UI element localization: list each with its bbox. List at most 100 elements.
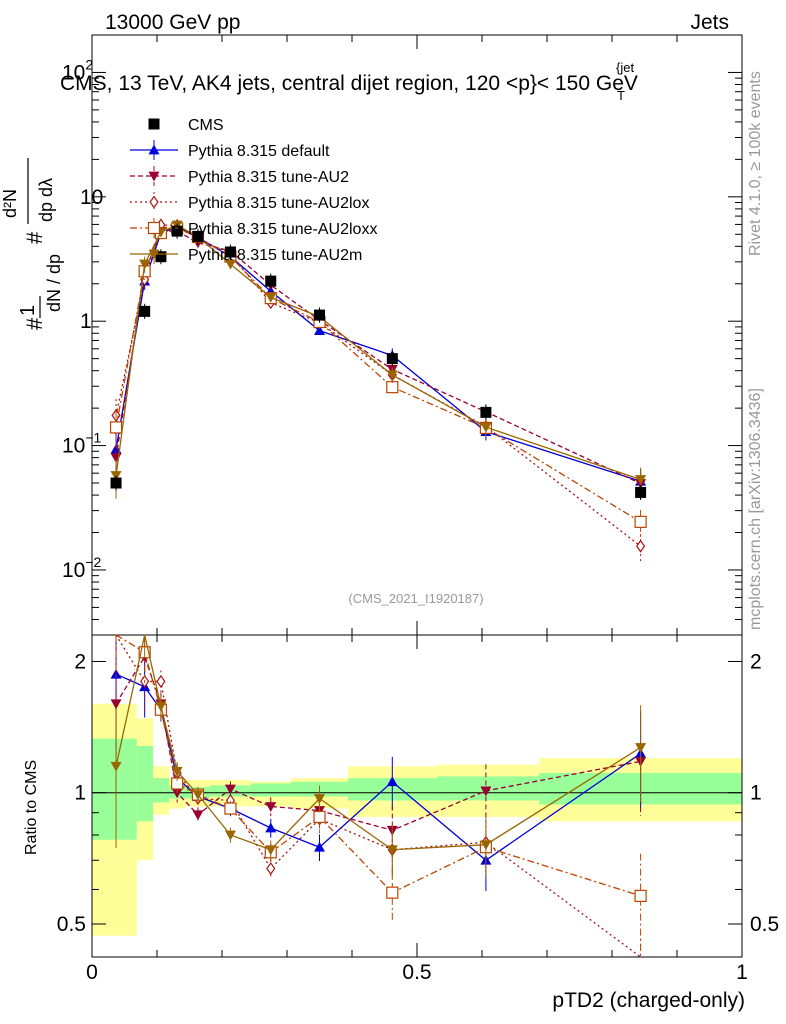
series-marker (265, 822, 277, 833)
y-label-hash: # (22, 231, 47, 244)
legend-label: Pythia 8.315 tune-AU2m (188, 247, 362, 264)
y-tick-label: 10−2 (62, 554, 102, 582)
series-marker (636, 539, 646, 553)
ratio-tick-label-right: 2 (750, 650, 762, 673)
analysis-label: (CMS_2021_I1920187) (348, 591, 483, 606)
ratio-series-2 (110, 635, 647, 859)
y-axis-label: # 1 dN / dp # d²N dp dλ (0, 158, 64, 330)
title-jet-superscript: {jet (616, 60, 634, 75)
series-marker (148, 144, 160, 155)
legend: CMS Pythia 8.315 default Pythia 8.315 tune… (130, 117, 377, 264)
legend-label: Pythia 8.315 tune-AU2 (188, 169, 349, 186)
series-5 (110, 220, 647, 499)
series-marker (480, 422, 492, 433)
series-marker (386, 845, 398, 856)
series-marker (265, 802, 277, 812)
series-marker (149, 195, 159, 209)
y-tick-label: 10 (80, 186, 103, 209)
series-marker (480, 786, 492, 797)
series-marker (139, 259, 151, 270)
ratio-series-5 (110, 634, 647, 879)
series-marker (386, 776, 398, 787)
series-line (115, 230, 641, 485)
ratio-tick-label: 1 (74, 782, 86, 805)
y-label-frac1-num: 1 (17, 305, 39, 316)
x-tick-label: 0 (86, 961, 98, 984)
y-tick-exponent: −1 (85, 430, 101, 446)
series-2 (110, 226, 647, 500)
series-marker (110, 761, 122, 772)
series-marker (313, 810, 326, 824)
y-tick-label: 1 (80, 310, 92, 333)
series-line (115, 226, 641, 482)
y-label-main: # (22, 317, 47, 330)
series-marker (110, 699, 122, 710)
x-axis-label: pTD2 (charged-only) (552, 989, 745, 1012)
legend-entry: Pythia 8.315 default (130, 140, 330, 160)
series-4 (109, 222, 647, 538)
y-tick-label: 10−1 (62, 430, 102, 458)
y-label-frac2-num: d²N (0, 189, 20, 218)
legend-label: CMS (188, 117, 224, 134)
series-marker (386, 370, 398, 381)
legend-entry: Pythia 8.315 tune-AU2 (130, 166, 349, 186)
cms-data-group (110, 223, 647, 500)
series-marker (386, 886, 399, 899)
series-marker (635, 743, 647, 753)
chart-title: CMS, 13 TeV, AK4 jets, central dijet reg… (60, 72, 638, 95)
y-tick-exponent: −2 (85, 554, 101, 570)
series-line (115, 224, 641, 547)
ratio-series-group (110, 634, 647, 958)
series-marker (634, 515, 647, 528)
series-marker (224, 259, 236, 270)
series-marker (171, 788, 183, 799)
series-marker (266, 862, 276, 876)
legend-entry: Pythia 8.315 tune-AU2m (130, 244, 362, 264)
y-label-frac2-den: dp dλ (36, 178, 56, 222)
ratio-tick-label: 2 (74, 650, 86, 673)
series-marker (480, 840, 492, 851)
series-3 (111, 218, 646, 562)
series-marker (109, 421, 123, 434)
ratio-tick-label-right: 0.5 (750, 913, 779, 936)
series-marker (224, 830, 236, 841)
series-marker (314, 841, 325, 852)
header-left: 13000 GeV pp (105, 11, 240, 34)
ratio-tick-label: 0.5 (57, 913, 86, 936)
series-marker (386, 381, 399, 394)
rivet-version-label: Rivet 4.1.0, ≥ 100k events (747, 71, 764, 256)
y-tick-exponent: 2 (85, 56, 93, 72)
x-tick-label: 1 (736, 961, 748, 984)
series-marker (635, 475, 647, 486)
title-t-subscript: T (617, 88, 625, 103)
series-marker (148, 249, 160, 260)
series-marker (192, 810, 204, 821)
stat-uncertainty-band (136, 745, 154, 822)
ratio-tick-label-right: 1 (750, 782, 762, 805)
series-marker (148, 118, 160, 130)
ratio-axis-label: Ratio to CMS (23, 760, 40, 855)
series-marker (224, 802, 237, 815)
legend-entry: CMS (148, 117, 224, 134)
series-line (115, 227, 641, 523)
stat-uncertainty-band (92, 738, 137, 840)
stat-uncertainty-band (153, 778, 170, 803)
series-marker (265, 292, 277, 303)
legend-entry: Pythia 8.315 tune-AU2lox (130, 192, 369, 212)
series-marker (171, 766, 183, 777)
series-group (109, 218, 647, 562)
series-marker (314, 325, 325, 336)
series-marker (224, 784, 236, 795)
series-marker (265, 845, 277, 856)
series-marker (634, 889, 647, 902)
legend-entry: Pythia 8.315 tune-AU2loxx (130, 218, 377, 238)
legend-label: Pythia 8.315 tune-AU2lox (188, 195, 369, 212)
series-marker (156, 674, 166, 688)
series-marker (155, 701, 167, 712)
series-marker (147, 221, 161, 235)
legend-label: Pythia 8.315 tune-AU2loxx (188, 221, 377, 238)
x-tick-label: 0.5 (402, 961, 431, 984)
series-marker (314, 794, 325, 804)
